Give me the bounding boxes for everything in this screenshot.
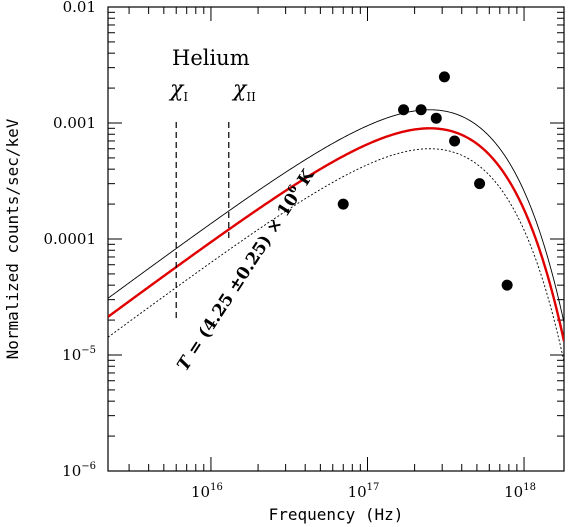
data-point: [415, 104, 427, 116]
y-axis-title: Normalized counts/sec/keV: [3, 118, 22, 359]
y-tick-label: 0.0001: [44, 230, 97, 248]
x-tick-label: 1017: [348, 482, 380, 501]
x-tick-exponent: 18: [523, 482, 536, 493]
chi-1-subscript: I: [183, 90, 188, 104]
temperature-annotation: T = (4.25 ±0.25) × 106 K: [172, 164, 320, 375]
y-tick-label: 0.01: [63, 0, 96, 16]
model-curve-best-fit: [108, 127, 564, 342]
data-point: [474, 178, 486, 190]
temperature-value: = (4.25 ±0.25) × 10: [180, 190, 303, 364]
ionization-markers: [175, 122, 230, 318]
x-tick-label: 1016: [191, 482, 223, 501]
y-tick-base: 10: [62, 462, 81, 480]
data-point: [501, 279, 513, 291]
data-point: [430, 112, 442, 124]
y-tick-label: 10−6: [62, 461, 96, 480]
y-tick-label: 0.001: [53, 114, 96, 132]
data-points: [337, 71, 513, 291]
x-tick-labels: 1016 1017 1018: [191, 482, 536, 501]
chi-1-symbol: χ: [168, 77, 185, 102]
x-tick-base: 10: [348, 483, 367, 501]
chi-2-symbol: χ: [231, 77, 248, 102]
x-tick-base: 10: [504, 483, 523, 501]
data-point: [337, 198, 349, 210]
y-tick-base: 10: [62, 346, 81, 364]
data-point: [398, 104, 410, 116]
x-tick-exponent: 16: [210, 482, 223, 493]
model-curve-lower: [108, 148, 564, 362]
y-tick-label: 10−5: [62, 345, 96, 364]
data-point: [438, 71, 450, 83]
x-axis-title: Frequency (Hz): [269, 505, 404, 524]
y-tick-exponent: −6: [81, 461, 96, 472]
helium-label: Helium: [172, 46, 250, 70]
x-tick-base: 10: [191, 483, 210, 501]
model-curve-upper: [108, 109, 564, 323]
x-tick-label: 1018: [504, 482, 536, 501]
data-point: [449, 135, 461, 147]
y-tick-exponent: −5: [81, 345, 96, 356]
axis-ticks: [108, 6, 564, 472]
chi-2-subscript: II: [246, 90, 256, 104]
model-curves: [108, 109, 564, 362]
chi-2-label: χII: [231, 77, 256, 104]
chi-1-label: χI: [168, 77, 188, 104]
x-tick-exponent: 17: [367, 482, 380, 493]
